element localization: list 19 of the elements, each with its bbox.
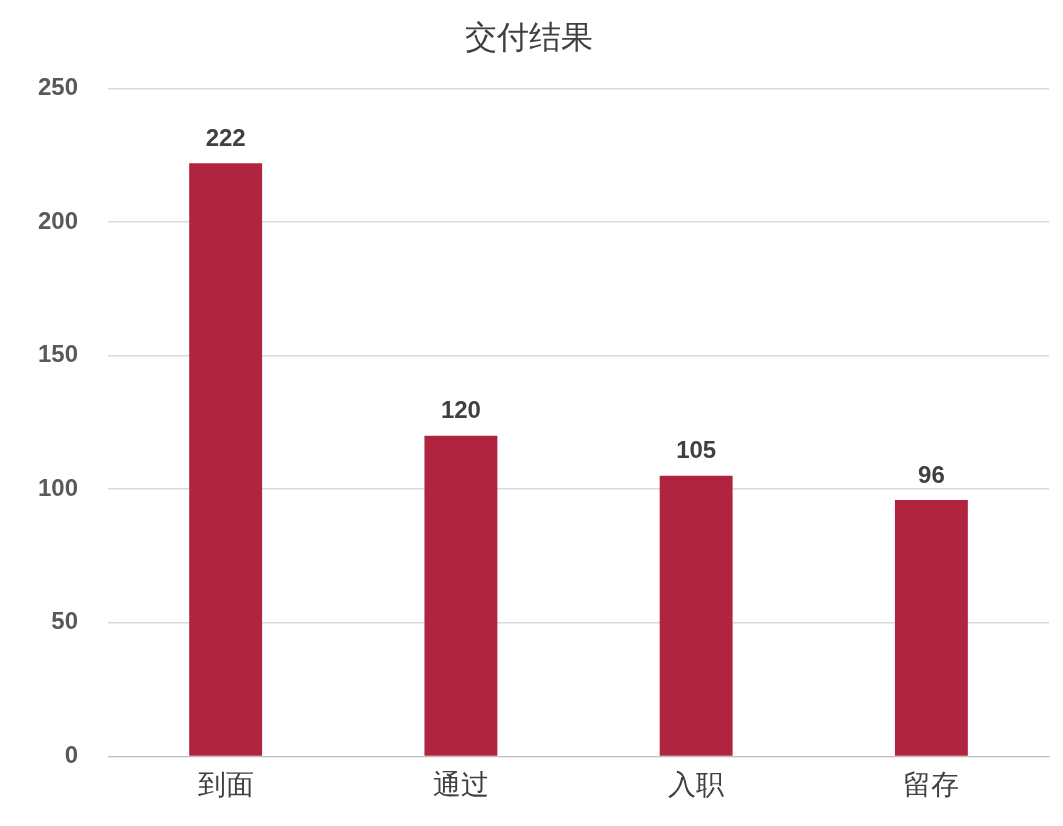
y-tick-label: 200 [38, 206, 79, 234]
bar [659, 475, 733, 756]
y-tick-label: 100 [38, 473, 79, 501]
bar [424, 435, 498, 756]
y-tick-label: 150 [38, 340, 79, 368]
y-tick-label: 50 [51, 607, 79, 635]
x-tick-label: 入职 [668, 768, 725, 802]
bar [189, 163, 263, 756]
y-tick-label: 250 [38, 73, 79, 101]
y-tick-label: 0 [64, 741, 79, 769]
data-label: 96 [918, 460, 945, 488]
data-label: 120 [440, 396, 481, 424]
data-label: 105 [676, 436, 717, 464]
chart-title: 交付结果 [464, 17, 593, 56]
x-tick-label: 留存 [903, 768, 960, 802]
x-tick-label: 到面 [197, 768, 254, 802]
x-tick-label: 通过 [432, 768, 489, 802]
bar [894, 499, 968, 756]
data-label: 222 [205, 123, 246, 151]
